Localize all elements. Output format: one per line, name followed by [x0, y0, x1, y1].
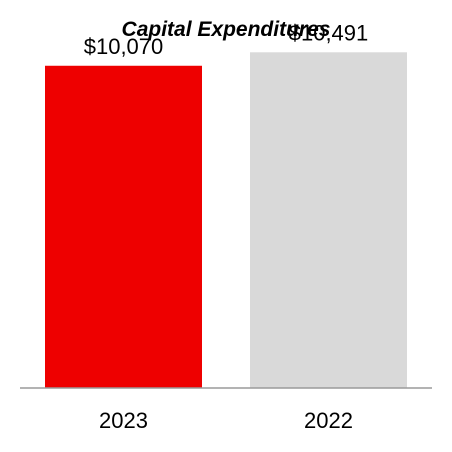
x-tick-labels-group: 2023 2022	[99, 408, 353, 433]
chart-title: Capital Expenditures	[122, 18, 331, 41]
data-labels-group: $10,070 $10,491	[84, 20, 369, 58]
bars-group	[45, 52, 407, 389]
bar-2023	[45, 65, 202, 388]
data-label-2022: $10,491	[289, 20, 369, 45]
x-tick-label-2022: 2022	[304, 408, 353, 433]
data-label-2023: $10,070	[84, 34, 164, 59]
bar-2022	[250, 52, 407, 389]
x-tick-label-2023: 2023	[99, 408, 148, 433]
